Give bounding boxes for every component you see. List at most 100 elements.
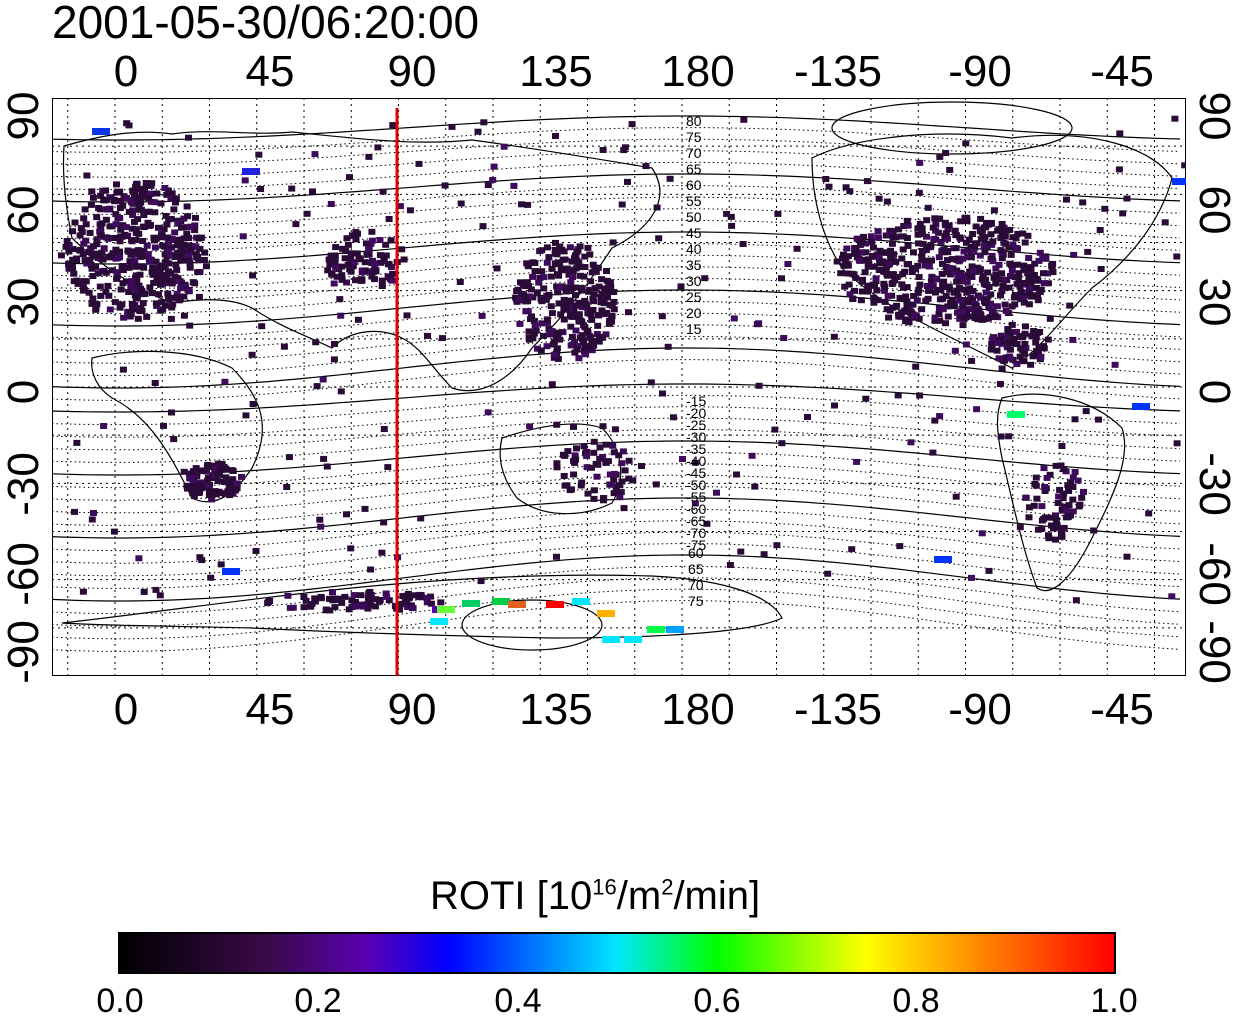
roti-pixel xyxy=(547,273,555,280)
roti-pixel xyxy=(133,293,141,300)
roti-pixel xyxy=(557,311,565,318)
roti-pixel xyxy=(123,195,131,201)
roti-pixel xyxy=(222,474,230,481)
roti-pixel xyxy=(594,264,602,271)
roti-pixel xyxy=(842,184,850,191)
roti-pixel xyxy=(79,251,87,258)
roti-pixel xyxy=(961,297,969,303)
roti-pixel xyxy=(1017,345,1025,352)
roti-pixel xyxy=(868,239,876,246)
roti-pixel xyxy=(170,206,178,213)
roti-pixel xyxy=(93,214,101,221)
roti-pixel xyxy=(583,453,591,459)
roti-pixel xyxy=(575,318,583,325)
roti-pixel xyxy=(225,483,233,489)
roti-pixel xyxy=(1027,266,1035,273)
roti-pixel xyxy=(131,257,139,264)
roti-pixel xyxy=(679,456,686,462)
roti-pixel xyxy=(916,392,924,399)
roti-pixel xyxy=(602,331,610,338)
roti-pixel xyxy=(1009,241,1017,248)
roti-pixel xyxy=(604,294,611,301)
roti-pixel xyxy=(216,471,223,478)
roti-pixel xyxy=(352,599,359,605)
roti-pixel xyxy=(343,511,350,518)
roti-pixel xyxy=(528,313,535,320)
roti-pixel xyxy=(608,481,616,488)
roti-pixel xyxy=(588,464,595,471)
roti-pixel xyxy=(923,283,931,289)
roti-pixel xyxy=(82,221,90,228)
roti-pixel xyxy=(910,293,918,299)
timestamp-title: 2001-05-30/06:20:00 xyxy=(52,0,480,48)
roti-pixel xyxy=(363,251,371,258)
roti-pixel-high xyxy=(92,128,110,135)
roti-pixel xyxy=(594,322,602,329)
colorbar-tick: 0.2 xyxy=(294,982,342,1020)
top-lon-tick: -135 xyxy=(793,47,883,96)
roti-pixel xyxy=(874,234,882,241)
roti-pixel xyxy=(913,297,921,304)
roti-pixel xyxy=(1171,115,1179,122)
roti-pixel-high xyxy=(647,626,665,633)
roti-pixel xyxy=(102,269,110,276)
top-lon-tick: 180 xyxy=(661,47,735,96)
roti-pixel xyxy=(249,272,257,279)
roti-pixel xyxy=(81,257,89,264)
roti-pixel xyxy=(564,448,572,455)
roti-pixel xyxy=(585,344,593,351)
roti-pixel xyxy=(968,263,976,270)
roti-pixel xyxy=(457,200,465,207)
roti-pixel xyxy=(989,335,997,342)
roti-pixel xyxy=(117,226,125,233)
roti-pixel xyxy=(396,606,403,613)
roti-pixel xyxy=(587,278,595,285)
roti-pixel xyxy=(1032,339,1040,346)
roti-pixel xyxy=(924,204,932,211)
roti-pixel xyxy=(625,309,632,316)
roti-pixel xyxy=(1095,416,1102,423)
roti-pixel xyxy=(1006,346,1014,353)
roti-pixel xyxy=(331,604,339,611)
roti-pixel xyxy=(231,487,239,494)
roti-pixel xyxy=(587,334,594,341)
roti-pixel xyxy=(580,339,588,345)
roti-pixel xyxy=(158,299,165,306)
roti-pixel xyxy=(948,296,956,303)
roti-pixel xyxy=(1069,474,1077,481)
roti-pixel xyxy=(972,312,980,319)
roti-pixel xyxy=(1008,303,1016,310)
roti-pixel xyxy=(88,265,96,272)
roti-pixel xyxy=(954,309,961,316)
roti-pixel xyxy=(99,256,107,263)
roti-pixel xyxy=(968,574,975,581)
roti-pixel xyxy=(740,116,748,123)
colorbar-tick: 0.4 xyxy=(494,982,542,1020)
roti-pixel xyxy=(249,401,257,407)
roti-pixel xyxy=(161,185,169,191)
roti-pixel xyxy=(378,277,386,284)
roti-pixel xyxy=(578,479,586,486)
roti-pixel xyxy=(226,492,234,499)
roti-pixel xyxy=(852,247,860,254)
roti-pixel xyxy=(833,258,841,265)
roti-pixel xyxy=(1012,328,1020,335)
roti-pixel xyxy=(311,595,319,602)
roti-pixel xyxy=(131,218,138,225)
roti-pixel xyxy=(857,297,865,304)
roti-pixel xyxy=(910,249,917,256)
roti-pixel xyxy=(574,343,582,349)
roti-pixel xyxy=(288,185,296,192)
roti-pixel xyxy=(1031,481,1039,487)
roti-pixel xyxy=(206,464,214,470)
roti-pixel xyxy=(543,343,551,350)
roti-pixel xyxy=(928,257,935,264)
roti-pixel-high xyxy=(1132,403,1150,410)
coast-australia xyxy=(499,423,622,515)
roti-pixel xyxy=(846,291,854,298)
roti-pixel xyxy=(900,223,908,229)
roti-pixel xyxy=(204,484,212,491)
roti-pixel xyxy=(539,332,547,339)
roti-pixel xyxy=(176,297,184,304)
roti-pixel xyxy=(885,261,893,268)
